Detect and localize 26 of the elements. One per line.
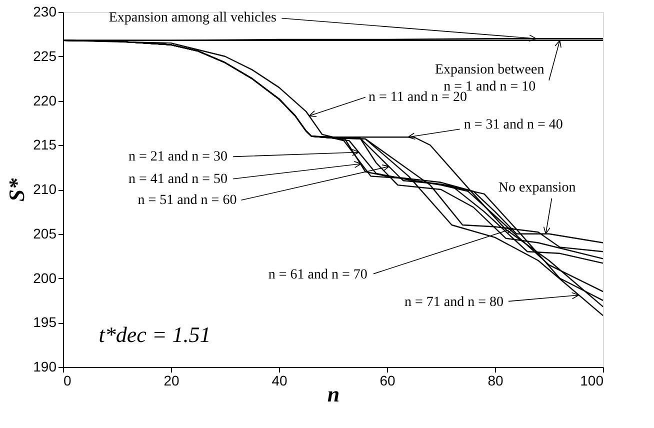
annotation: n = 21 and n = 30 — [128, 150, 228, 165]
y-tick-label: 215 — [33, 136, 57, 153]
annotation: n = 41 and n = 50 — [128, 172, 228, 187]
y-tick-label: 205 — [33, 225, 57, 242]
y-tick-label: 190 — [33, 358, 57, 374]
x-tick-label: 20 — [164, 372, 180, 388]
annotation: Expansion among all vehicles — [108, 10, 276, 26]
annotation: n = 71 and n = 80 — [404, 295, 504, 310]
x-tick-label: 40 — [272, 372, 288, 388]
x-tick-label: 60 — [380, 372, 396, 388]
y-tick-label: 210 — [33, 181, 57, 197]
annotation: No expansion — [498, 180, 576, 196]
y-tick-label: 225 — [33, 48, 57, 64]
y-tick-label: 220 — [33, 92, 57, 108]
x-tick-label: 100 — [580, 372, 604, 388]
y-tick-label: 230 — [33, 4, 57, 20]
annotation: t*dec = 1.51 — [98, 322, 211, 348]
x-tick-label: 0 — [64, 372, 72, 388]
y-tick-label: 200 — [33, 270, 57, 286]
x-tick-label: 80 — [488, 372, 504, 388]
y-tick-label: 195 — [33, 314, 57, 330]
y-axis-title: S* — [4, 177, 30, 202]
x-axis-title: n — [327, 382, 340, 406]
annotation: n = 61 and n = 70 — [268, 268, 368, 283]
annotation: n = 31 and n = 40 — [464, 118, 563, 133]
annotation: n = 51 and n = 60 — [138, 193, 237, 208]
